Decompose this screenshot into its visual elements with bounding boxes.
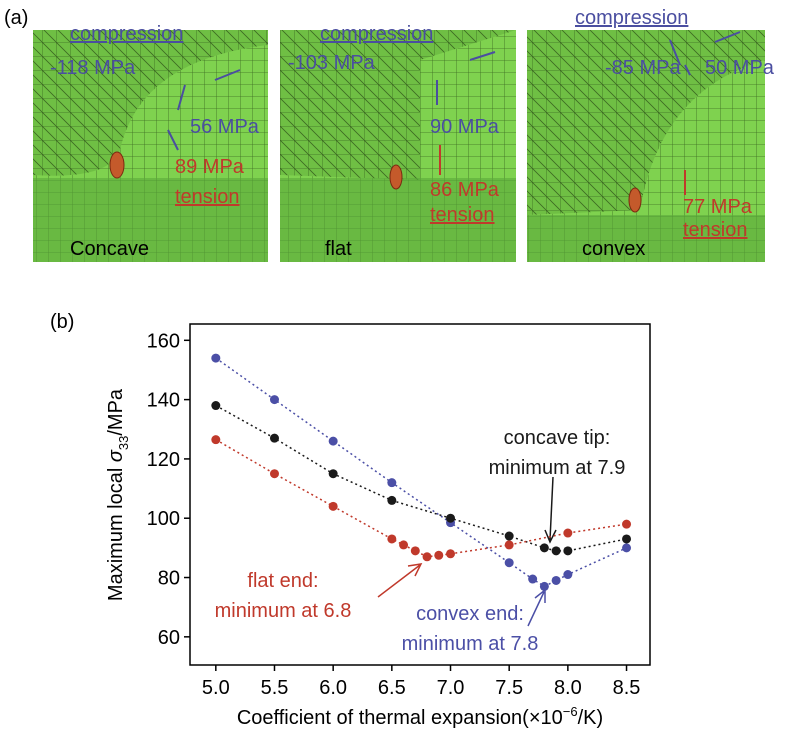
point [211,401,221,411]
y-axis-label: Maximum local σ33/MPa [105,388,131,601]
x-tick-label: 8.5 [613,677,641,699]
y-tick-label: 80 [158,568,180,590]
x-tick-label: 5.5 [261,677,289,699]
annotation: concave tip: [504,427,611,449]
label: -118 MPa [50,57,136,79]
label: 77 MPa [683,196,753,218]
point [528,574,538,584]
label: 50 MPa [705,57,775,79]
point [563,528,573,538]
point [446,549,456,559]
point [563,546,573,556]
x-tick-label: 7.5 [495,677,523,699]
point [422,552,432,562]
x-tick-label: 8.0 [554,677,582,699]
annotation: convex end: [416,603,524,625]
y-tick-label: 140 [147,390,180,412]
label: tension [683,219,748,241]
point [328,469,338,479]
point [211,435,221,445]
x-tick-label: 7.0 [437,677,465,699]
point [539,543,549,553]
x-tick-label: 6.0 [319,677,347,699]
label: Concave [70,238,149,260]
label: -85 MPa [605,57,681,79]
point [434,550,444,560]
point [387,534,397,544]
plot-frame [189,323,651,666]
label: compression [575,7,688,29]
annotation: flat end: [247,570,318,592]
y-tick-label: 100 [147,508,180,530]
fe-images [33,30,765,262]
point [328,436,338,446]
point [539,581,549,591]
label: convex [582,238,645,260]
point [551,546,561,556]
point [269,469,279,479]
label: -103 MPa [288,52,376,74]
y-tick-label: 120 [147,449,180,471]
label: tension [175,186,240,208]
point [399,540,409,550]
x-tick-label: 6.5 [378,677,406,699]
y-tick-label: 160 [147,330,180,352]
point [211,353,221,363]
point [504,531,514,541]
point [387,478,397,488]
point [563,570,573,580]
series-line [215,404,627,552]
label: compression [320,23,433,45]
point [328,501,338,511]
point [504,540,514,550]
panel-label: (a) [4,7,28,29]
point [446,513,456,523]
point [387,495,397,505]
point [269,395,279,405]
panel-label: (b) [50,311,74,333]
label: 89 MPa [175,156,245,178]
panel-a-arrows [167,31,741,195]
point [551,575,561,585]
annotation: minimum at 6.8 [215,600,352,622]
annotation: minimum at 7.9 [489,457,626,479]
x-tick-label: 5.0 [202,677,230,699]
annotation: minimum at 7.8 [402,633,539,655]
point [622,543,632,553]
point [622,519,632,529]
label: 56 MPa [190,116,260,138]
label: tension [430,204,495,226]
label: compression [70,23,183,45]
x-axis-label: Coefficient of thermal expansion(×10−6/K… [237,704,603,729]
point [622,534,632,544]
label: flat [325,238,352,260]
point [504,558,514,568]
point [269,433,279,443]
label: 86 MPa [430,179,500,201]
y-tick-label: 60 [158,627,180,649]
label: 90 MPa [430,116,500,138]
point [410,546,420,556]
